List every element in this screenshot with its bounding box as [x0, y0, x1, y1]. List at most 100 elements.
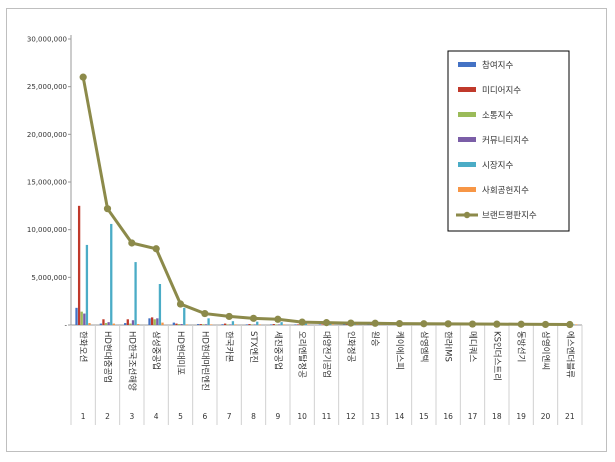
x-rank-label: 6	[202, 412, 207, 421]
x-rank-label: 2	[105, 412, 110, 421]
bar-2	[80, 311, 83, 325]
bar-2	[226, 324, 229, 325]
x-category-label: 한국카본	[224, 331, 234, 362]
line-point	[249, 314, 258, 322]
x-category-label: 에스엔더블류	[564, 331, 575, 378]
line-point	[298, 318, 306, 326]
bar-5	[283, 324, 286, 325]
x-category-label: 인화정공	[345, 331, 356, 362]
bar-0	[294, 324, 297, 325]
x-rank-label: 12	[346, 412, 356, 421]
bar-3	[253, 324, 256, 325]
y-tick-label: 20,000,000	[27, 131, 67, 139]
legend-swatch	[458, 187, 476, 192]
bar-0	[148, 318, 151, 325]
line-point	[225, 312, 233, 321]
x-category-label: HD한국조선해양	[126, 331, 137, 391]
bar-1	[150, 317, 154, 325]
bar-0	[318, 324, 321, 325]
bar-2	[275, 324, 278, 325]
x-category-label: 삼성중공업	[151, 331, 162, 370]
x-category-label: 케이에스피	[394, 331, 405, 370]
y-tick-label: 30,000,000	[27, 36, 67, 44]
bar-5	[88, 323, 91, 325]
legend-label: 미디어지수	[482, 85, 521, 96]
x-rank-label: 13	[370, 412, 380, 421]
bar-5	[307, 324, 310, 325]
legend-label: 시장지수	[482, 160, 513, 171]
line-point	[517, 320, 525, 328]
bar-3	[83, 313, 86, 325]
line-point	[541, 320, 550, 329]
x-category-label: KS인더스트리	[491, 331, 502, 381]
y-tick-label: 5,000,000	[31, 274, 67, 282]
bar-0	[197, 324, 200, 325]
bar-0	[75, 307, 78, 325]
bar-4	[231, 321, 235, 325]
line-point	[201, 309, 209, 318]
bar-0	[343, 324, 346, 325]
line-point	[493, 320, 501, 328]
bar-4	[134, 262, 137, 325]
x-rank-label: 9	[275, 412, 280, 421]
y-tick-label: 25,000,000	[27, 83, 67, 91]
x-category-label: 한화오션	[78, 331, 89, 362]
line-point	[371, 319, 379, 327]
bar-4	[110, 223, 113, 325]
x-rank-label: 11	[322, 412, 332, 421]
line-point	[566, 320, 574, 329]
bar-0	[245, 324, 248, 325]
line-point	[420, 320, 428, 328]
bar-1	[345, 324, 348, 325]
bar-1	[321, 324, 324, 325]
bar-1	[199, 324, 202, 325]
x-category-label: STX엔진	[248, 331, 259, 363]
bar-4	[183, 307, 186, 325]
bar-3	[156, 318, 159, 325]
bar-5	[258, 324, 261, 325]
bar-1	[77, 205, 81, 325]
x-category-label: 삼영이엔씨	[540, 331, 551, 370]
x-rank-label: 4	[154, 412, 159, 421]
line-point	[444, 320, 452, 328]
bar-1	[296, 324, 300, 325]
x-category-label: 대양전기공업	[321, 331, 332, 378]
legend-label: 커뮤니티지수	[482, 135, 529, 146]
legend-label: 소통지수	[482, 111, 513, 121]
bar-4	[256, 321, 259, 325]
bar-1	[223, 323, 227, 325]
bar-4	[207, 318, 210, 325]
x-rank-label: 7	[227, 412, 232, 421]
legend-label: 브랜드평판지수	[482, 210, 537, 221]
legend-point-swatch	[463, 211, 471, 219]
x-rank-label: 20	[541, 412, 551, 421]
line-point	[468, 320, 477, 328]
bar-1	[102, 319, 105, 325]
bar-2	[129, 323, 132, 325]
line-point	[79, 73, 87, 81]
y-tick-label: 10,000,000	[27, 226, 67, 234]
bar-1	[126, 319, 129, 325]
line-point	[176, 300, 185, 308]
bar-4	[572, 324, 575, 325]
line-point	[103, 205, 112, 213]
bar-5	[234, 324, 237, 325]
x-category-label: 오리엔탈정공	[297, 331, 308, 378]
line-point	[152, 245, 160, 253]
chart-frame: 30,000,000 25,000,000 20,000,000 15,000,000…	[6, 8, 607, 452]
x-rank-label: 16	[443, 412, 453, 421]
bar-5	[210, 324, 213, 325]
line-point	[395, 319, 404, 328]
x-category-label: HD현대중공업	[102, 331, 112, 383]
legend-swatch	[458, 162, 476, 167]
bar-2	[153, 319, 156, 325]
bar-4	[280, 322, 283, 325]
legend-swatch	[458, 112, 476, 117]
bar-5	[137, 324, 140, 325]
bar-0	[221, 324, 224, 325]
bar-2	[177, 324, 181, 325]
bar-4	[329, 324, 332, 325]
bar-5	[331, 324, 334, 325]
x-category-label: 세진중공업	[272, 331, 283, 370]
bar-2	[104, 323, 108, 325]
